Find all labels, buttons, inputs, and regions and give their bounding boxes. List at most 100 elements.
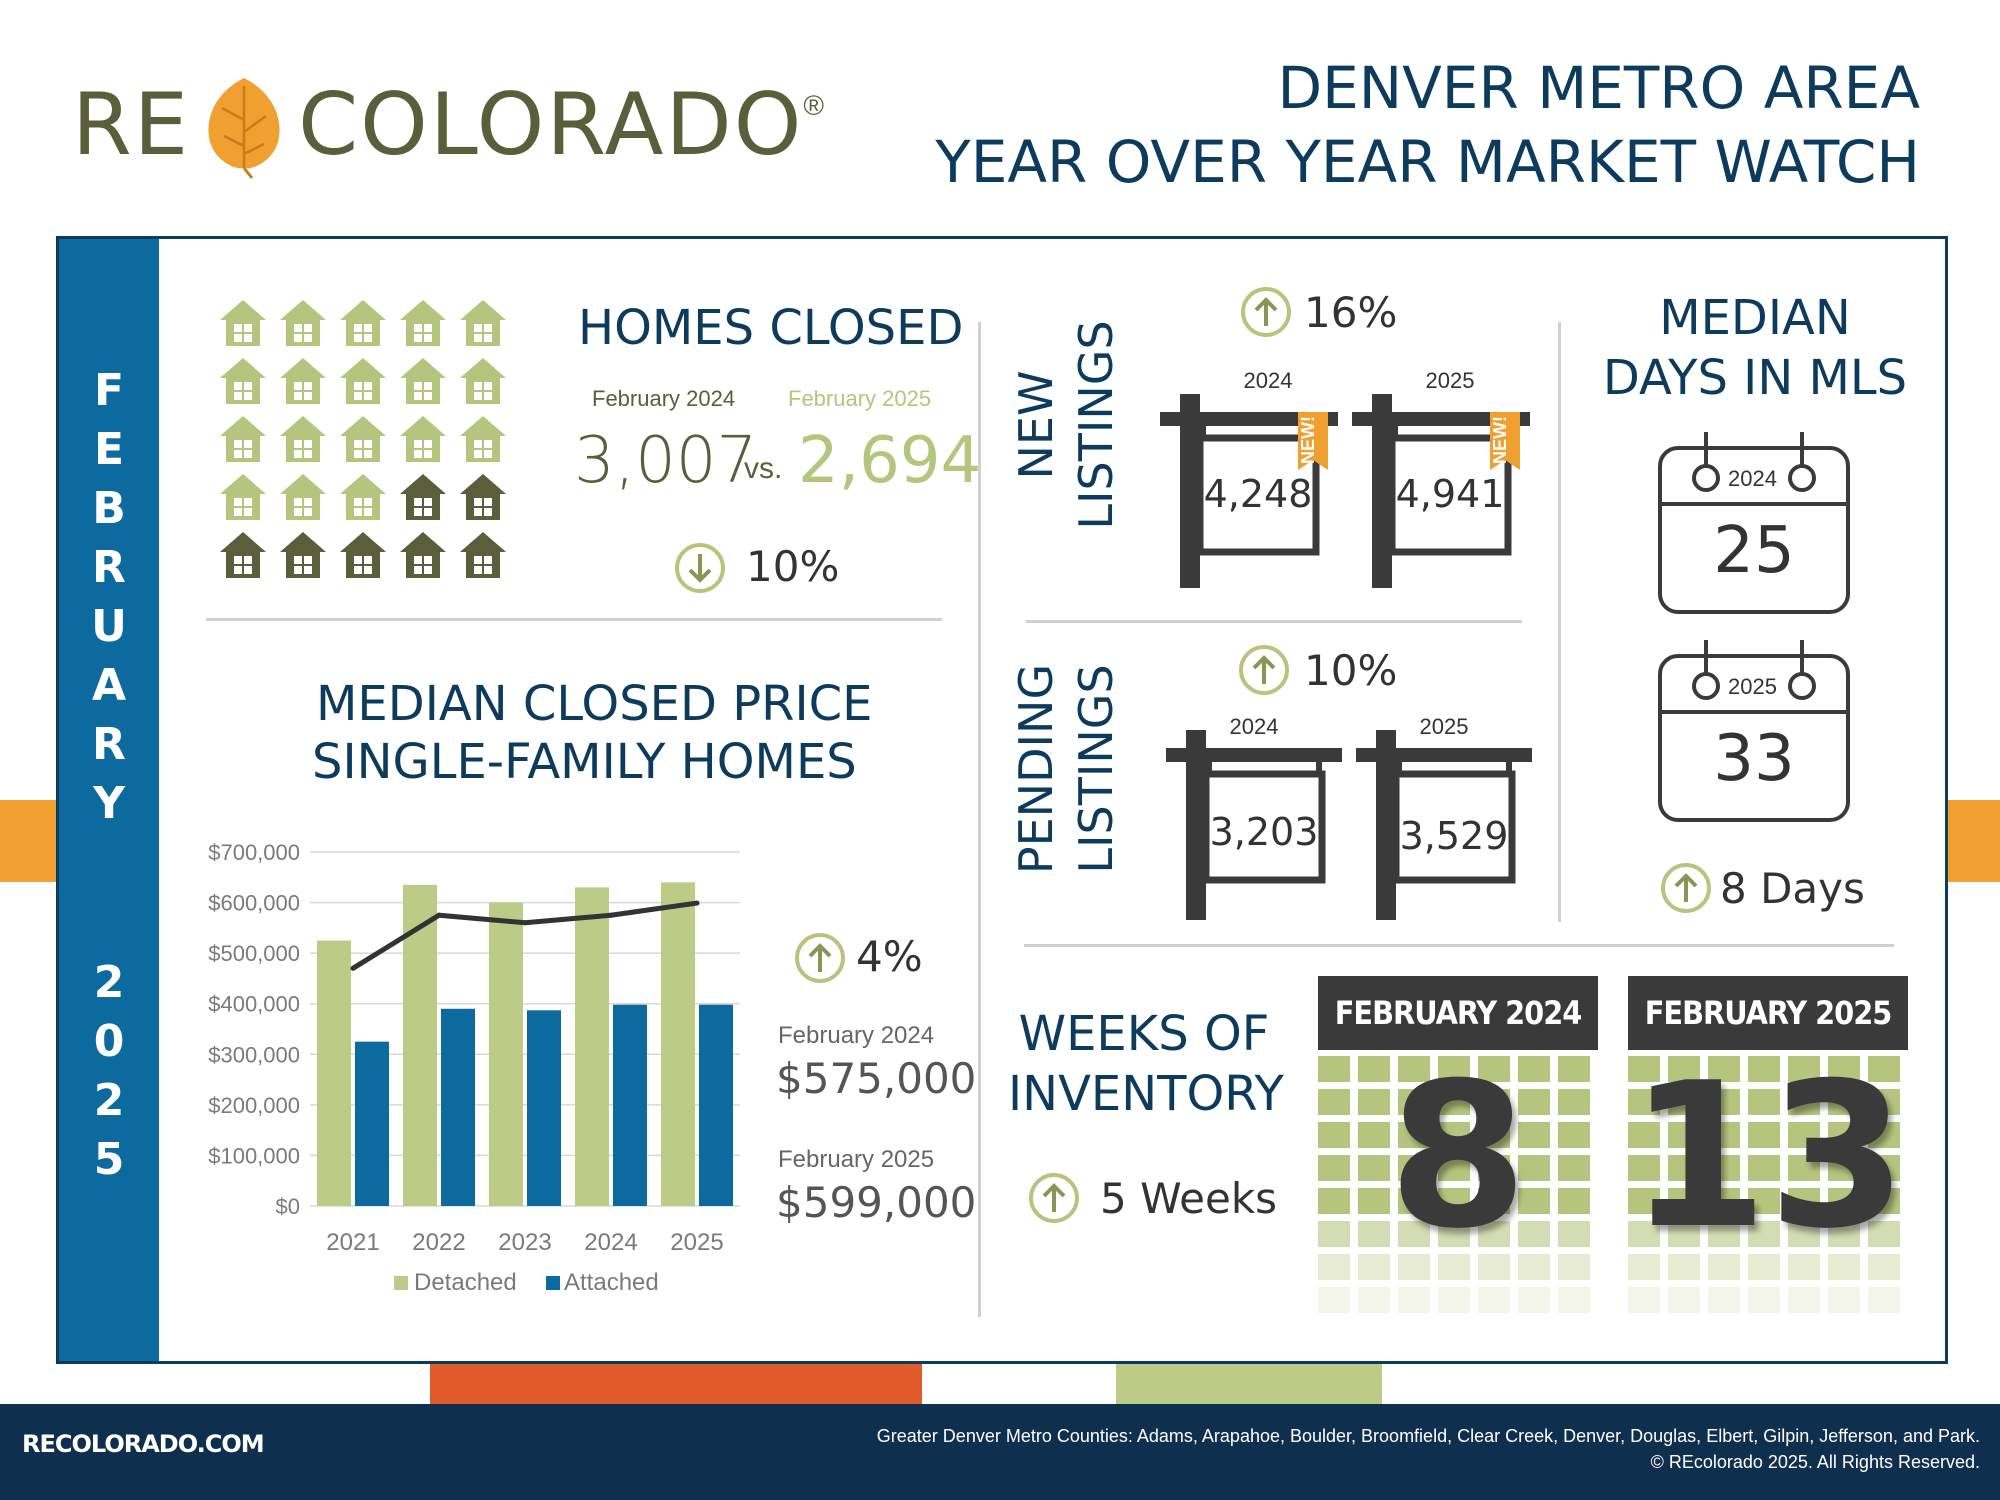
grid-cell [1358, 1221, 1390, 1247]
detached-bar [489, 902, 523, 1206]
for-sale-sign-icon [1160, 394, 1338, 588]
house-icon [460, 532, 506, 578]
grid-cell [1788, 1254, 1820, 1280]
month-letter: U [91, 601, 127, 652]
new-listings-value-2025: 4,941 [1395, 472, 1505, 516]
grid-cell [1398, 1254, 1430, 1280]
houses-icon-grid [220, 300, 506, 578]
grid-cell [1708, 1254, 1740, 1280]
grid-cell [1398, 1056, 1430, 1082]
month-letter: B [92, 483, 126, 534]
grid-cell [1668, 1221, 1700, 1247]
house-icon [220, 474, 266, 520]
line-point [350, 965, 356, 971]
grid-cell [1668, 1122, 1700, 1148]
new-listings-change: 16% [1304, 288, 1398, 337]
inventory-grid-icon [1628, 1056, 1900, 1313]
inventory-calendar-2024: FEBRUARY 2024 8 [1318, 976, 1598, 1320]
grid-cell [1478, 1188, 1510, 1214]
house-icon [280, 416, 326, 462]
pending-listings-title-line1: PENDING [1009, 663, 1063, 875]
chart-legend: Detached Attached [394, 1269, 659, 1296]
pending-listings-value-2024: 3,203 [1209, 810, 1319, 854]
house-icon [280, 532, 326, 578]
house-icon [220, 416, 266, 462]
aspen-leaf-icon [208, 78, 280, 179]
grid-cell [1438, 1122, 1470, 1148]
attached-bar [441, 1008, 475, 1206]
legend-label-attached: Attached [564, 1269, 659, 1296]
pending-listings-change: 10% [1304, 646, 1398, 695]
up-arrow-icon [1239, 645, 1289, 695]
grid-cell [1828, 1122, 1860, 1148]
grid-cell [1518, 1089, 1550, 1115]
attached-bar [699, 1004, 733, 1206]
y-tick-label: $300,000 [208, 1042, 300, 1067]
inventory-head-2025: FEBRUARY 2025 [1628, 976, 1908, 1050]
x-tick-label: 2023 [498, 1229, 551, 1256]
line-point [436, 912, 442, 918]
grid-cell [1788, 1221, 1820, 1247]
grid-cell [1478, 1287, 1510, 1313]
grid-cell [1518, 1122, 1550, 1148]
weeks-inventory-value-2025: 13 [1628, 1040, 1908, 1273]
grid-cell [1628, 1122, 1660, 1148]
month-letter: Y [93, 778, 125, 829]
grid-cell [1708, 1221, 1740, 1247]
grid-cell [1518, 1221, 1550, 1247]
grid-cell [1398, 1089, 1430, 1115]
month-letter: R [92, 542, 126, 593]
grid-cell [1558, 1056, 1590, 1082]
horizontal-divider-inventory [1024, 944, 1894, 947]
grid-cell [1438, 1254, 1470, 1280]
grid-cell [1358, 1155, 1390, 1181]
homes-closed-label-2025: February 2025 [788, 386, 932, 411]
house-icon [340, 358, 386, 404]
grid-cell [1438, 1155, 1470, 1181]
median-price-value-2025: $599,000 [776, 1178, 977, 1227]
median-price-change: 4% [856, 932, 923, 981]
for-sale-sign-icon [1356, 730, 1532, 920]
grid-cell [1558, 1155, 1590, 1181]
grid-cell [1558, 1089, 1590, 1115]
detached-bar [661, 882, 695, 1206]
inventory-head-2024: FEBRUARY 2024 [1318, 976, 1598, 1050]
grid-cell [1398, 1188, 1430, 1214]
down-arrow-icon [675, 543, 725, 593]
house-icon [340, 300, 386, 346]
grid-cell [1438, 1188, 1470, 1214]
grid-cell [1788, 1155, 1820, 1181]
grid-cell [1628, 1056, 1660, 1082]
grid-cell [1628, 1188, 1660, 1214]
grid-cell [1668, 1188, 1700, 1214]
grid-cell [1668, 1089, 1700, 1115]
y-tick-label: $500,000 [208, 941, 300, 966]
days-in-mls-title-line1: MEDIAN [1659, 290, 1851, 346]
homes-closed-value-2024: 3,007 [574, 424, 758, 498]
up-arrow-icon [795, 933, 845, 983]
new-listings-sign-2024: NEW! 4,248 [1160, 394, 1340, 588]
month-letter: R [92, 719, 126, 770]
footer-counties: Greater Denver Metro Counties: Adams, Ar… [876, 1426, 1980, 1446]
house-icon [460, 474, 506, 520]
grid-cell [1868, 1287, 1900, 1313]
house-icon [220, 532, 266, 578]
house-icon [220, 358, 266, 404]
days-in-mls-change: 8 Days [1720, 864, 1865, 913]
calendar-year-2025: 2025 [1728, 674, 1777, 699]
grid-cell [1478, 1155, 1510, 1181]
grid-cell [1358, 1056, 1390, 1082]
logo-text-colorado: COLORADO [298, 75, 804, 175]
grid-cell [1708, 1089, 1740, 1115]
y-tick-label: $400,000 [208, 992, 300, 1017]
grid-cell [1788, 1188, 1820, 1214]
footer: RECOLORADO.COM Greater Denver Metro Coun… [0, 1404, 2000, 1500]
bottom-accent-green [1116, 1364, 1382, 1404]
grid-cell [1558, 1221, 1590, 1247]
year-digit: 0 [93, 1016, 125, 1067]
detached-bar [317, 940, 351, 1206]
up-arrow-icon [1661, 863, 1711, 913]
house-icon [340, 532, 386, 578]
median-price-label-2025: February 2025 [778, 1146, 935, 1173]
